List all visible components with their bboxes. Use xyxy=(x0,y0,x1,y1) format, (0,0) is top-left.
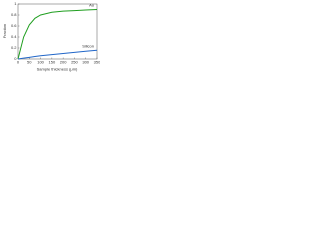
y-tick-label: 1 xyxy=(14,1,17,6)
chart: Fraction Sample thickness (μm) 0 0.2 0.4 0.… xyxy=(2,1,100,72)
line xyxy=(17,9,98,60)
x-tick-label: 0 xyxy=(17,60,20,65)
y-tick-label: 0.2 xyxy=(11,45,17,50)
x-tick-label: 150 xyxy=(49,60,56,65)
y-axis-label: Fraction xyxy=(2,24,7,38)
y-tick-label: 0.8 xyxy=(11,12,17,17)
x-tick-label: 350 xyxy=(94,60,100,65)
x-tick-label: 200 xyxy=(60,60,67,65)
plot-frame xyxy=(17,3,98,60)
x-tick-label: 100 xyxy=(37,60,44,65)
y-tick-label: 0.6 xyxy=(11,23,17,28)
x-axis-label: Sample thickness (μm) xyxy=(37,67,78,72)
y-tick-label: 0.4 xyxy=(11,34,17,39)
series-label: Silicon xyxy=(82,43,94,48)
line xyxy=(17,49,98,60)
x-tick-label: 50 xyxy=(27,60,32,65)
x-tick-label: 250 xyxy=(71,60,78,65)
series-label: Au xyxy=(89,3,94,8)
y-tick-label: 0 xyxy=(14,56,17,61)
x-tick-label: 300 xyxy=(82,60,89,65)
